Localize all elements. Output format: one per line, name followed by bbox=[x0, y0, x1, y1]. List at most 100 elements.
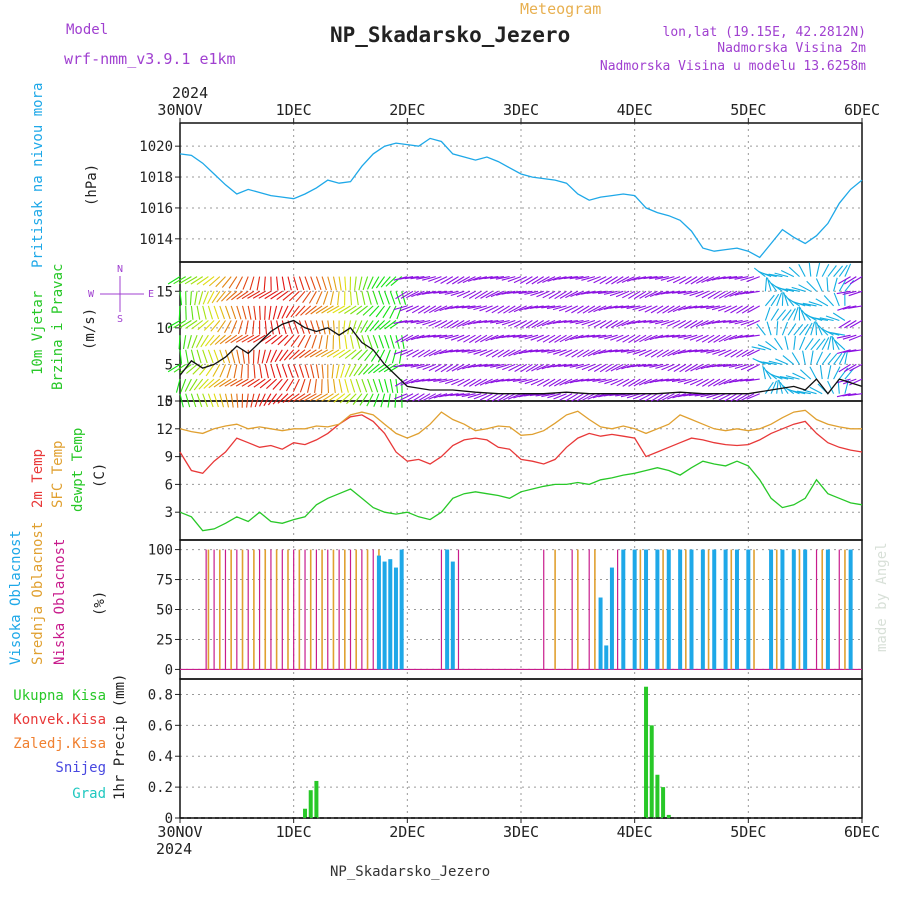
wind-barb bbox=[518, 290, 533, 295]
wind-barb bbox=[524, 378, 539, 385]
wind-barb bbox=[660, 334, 675, 339]
cloud-units: (%) bbox=[92, 591, 108, 616]
y-tick-label: 25 bbox=[156, 632, 173, 648]
wind-barb bbox=[638, 349, 652, 357]
wind-barb bbox=[495, 276, 510, 280]
wind-barb bbox=[344, 349, 357, 359]
wind-barb bbox=[185, 320, 198, 329]
wind-barb bbox=[833, 352, 843, 365]
wind-barb bbox=[559, 378, 573, 386]
wind-barb bbox=[353, 364, 363, 377]
wind-barb bbox=[272, 393, 283, 405]
wind-barb bbox=[598, 378, 613, 384]
wind-barb bbox=[593, 320, 607, 328]
wind-barb bbox=[297, 334, 306, 348]
wind-barb bbox=[202, 276, 215, 286]
wind-barb bbox=[412, 393, 425, 402]
wind-barb bbox=[626, 349, 641, 354]
wind-barb bbox=[605, 363, 618, 373]
wind-barb bbox=[730, 305, 743, 314]
wind-barb bbox=[217, 320, 226, 333]
wind-barb bbox=[439, 349, 453, 355]
wind-barb bbox=[308, 291, 317, 304]
wind-barb bbox=[200, 334, 209, 348]
wind-barb bbox=[245, 320, 249, 335]
wind-barb bbox=[335, 364, 340, 379]
wind-barb bbox=[490, 276, 504, 280]
wind-barb bbox=[444, 393, 459, 397]
wind-barb bbox=[740, 276, 755, 281]
wind-barb bbox=[338, 349, 351, 359]
wind-barb bbox=[782, 355, 795, 365]
wind-barb bbox=[821, 352, 831, 365]
wind-barb bbox=[266, 378, 277, 390]
wind-barb bbox=[633, 378, 647, 387]
wind-barb bbox=[660, 378, 675, 382]
wind-barb bbox=[677, 378, 692, 384]
wind-barb bbox=[434, 305, 448, 313]
wind-barb bbox=[479, 393, 493, 401]
wind-barb bbox=[355, 378, 362, 393]
wind-barb bbox=[277, 334, 289, 346]
wind-barb bbox=[461, 393, 476, 398]
precip-bar bbox=[314, 780, 319, 818]
high-cloud-bar bbox=[598, 597, 603, 670]
wind-barb bbox=[214, 334, 226, 345]
wind-barb bbox=[457, 378, 471, 387]
y-tick-label: 75 bbox=[156, 573, 173, 589]
wind-barb bbox=[202, 305, 207, 320]
wind-barb bbox=[249, 276, 255, 291]
wind-barb bbox=[405, 305, 419, 313]
wind-barb bbox=[203, 378, 215, 389]
wind-barb bbox=[395, 379, 399, 394]
panel-frame-temp bbox=[179, 400, 863, 541]
wind-barb bbox=[536, 320, 550, 328]
wind-barb bbox=[849, 363, 863, 372]
wind-barb bbox=[599, 276, 613, 285]
wind-barb bbox=[338, 276, 342, 291]
wind-barb bbox=[208, 276, 221, 287]
wind-barb bbox=[603, 290, 618, 295]
wind-barb bbox=[762, 361, 777, 365]
wind-barb bbox=[349, 378, 356, 393]
wind-barb bbox=[236, 349, 241, 364]
wind-barb bbox=[346, 393, 357, 405]
wind-barb bbox=[219, 378, 232, 388]
pressure-line bbox=[179, 137, 863, 259]
y-tick-label: 10 bbox=[156, 321, 173, 337]
wind-barb bbox=[637, 319, 652, 324]
wind-barb bbox=[792, 372, 806, 380]
wind-barb bbox=[261, 349, 266, 364]
wind-barb bbox=[802, 350, 806, 365]
wind-barb bbox=[524, 334, 539, 340]
high-cloud-bar bbox=[848, 549, 853, 670]
wind-barb bbox=[535, 349, 550, 353]
wind-barb bbox=[406, 290, 419, 299]
wind-barb bbox=[844, 263, 852, 277]
wind-barb bbox=[627, 276, 641, 282]
wind-barb bbox=[746, 393, 760, 400]
wind-barb bbox=[815, 262, 821, 277]
wind-barb bbox=[306, 378, 312, 393]
wind-barb bbox=[554, 378, 567, 387]
wind-barb bbox=[179, 320, 192, 329]
wind-barb bbox=[628, 290, 641, 299]
wind-barb bbox=[723, 334, 738, 342]
wind-barb bbox=[378, 335, 385, 349]
compass-s: S bbox=[117, 314, 123, 325]
wind-barb bbox=[399, 276, 414, 280]
wind-barb bbox=[660, 276, 675, 281]
wind-barb bbox=[490, 290, 505, 298]
wind-barb bbox=[281, 305, 289, 319]
wind-barb bbox=[228, 276, 238, 289]
wind-barb bbox=[706, 305, 721, 310]
wind-barb bbox=[638, 305, 652, 312]
wind-barb bbox=[196, 276, 209, 285]
wind-barb bbox=[395, 334, 408, 343]
wind-speed-line bbox=[179, 319, 863, 395]
wind-barb bbox=[344, 276, 347, 291]
wind-barb bbox=[706, 393, 721, 399]
wind-barb bbox=[554, 334, 567, 343]
wind-barb bbox=[373, 363, 385, 374]
wind-barb bbox=[264, 320, 268, 335]
